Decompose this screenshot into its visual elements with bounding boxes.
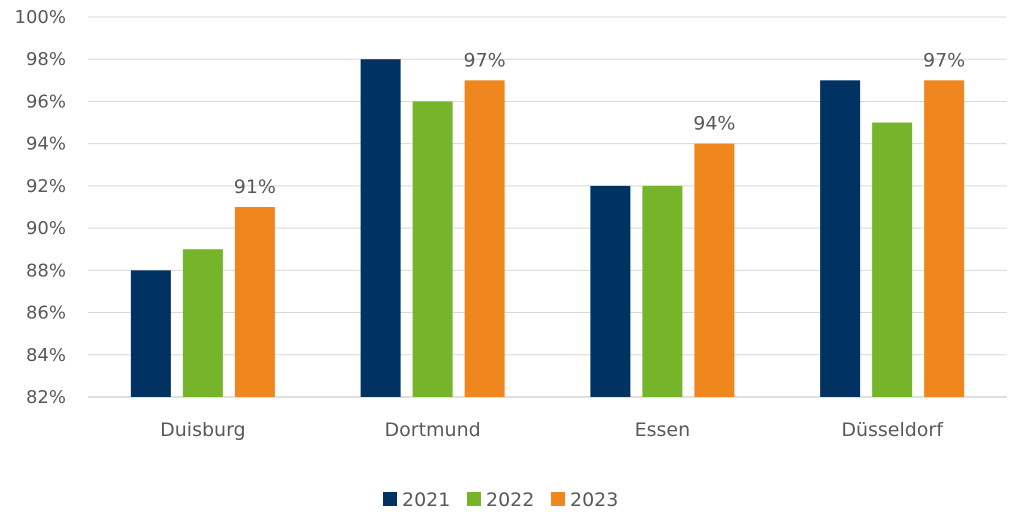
bar-2022-dortmund xyxy=(412,101,453,397)
y-tick-label: 88% xyxy=(26,260,66,281)
legend-swatch xyxy=(551,492,565,506)
y-tick-label: 84% xyxy=(26,345,66,366)
y-tick-label: 82% xyxy=(26,387,66,408)
data-label: 97% xyxy=(464,49,506,71)
y-tick-label: 98% xyxy=(26,49,66,70)
y-tick-label: 94% xyxy=(26,134,66,155)
gridlines xyxy=(88,16,1007,398)
x-category-label: Düsseldorf xyxy=(841,419,944,441)
legend-swatch xyxy=(383,492,397,506)
y-tick-label: 90% xyxy=(26,218,66,239)
y-tick-label: 100% xyxy=(15,7,66,28)
bar-2021-dortmund xyxy=(360,59,401,397)
data-label: 97% xyxy=(923,49,965,71)
bar-2022-duisburg xyxy=(182,249,223,397)
bars xyxy=(130,59,965,398)
bar-2023-essen xyxy=(694,143,735,397)
data-labels: 91% 97% 94% 97% xyxy=(234,49,965,198)
y-tick-label: 92% xyxy=(26,176,66,197)
x-category-label: Essen xyxy=(635,419,691,441)
legend-item-2023: 2023 xyxy=(551,489,618,511)
legend-swatch xyxy=(467,492,481,506)
legend-label: 2021 xyxy=(402,489,450,511)
bar-2021-duisburg xyxy=(130,270,171,397)
legend-item-2022: 2022 xyxy=(467,489,534,511)
y-tick-label: 96% xyxy=(26,91,66,112)
legend: 2021 2022 2023 xyxy=(383,489,618,511)
bar-2023-duisburg xyxy=(234,207,275,397)
bar-2023-dortmund xyxy=(464,80,505,397)
legend-label: 2023 xyxy=(570,489,618,511)
y-tick-label: 86% xyxy=(26,303,66,324)
bar-2022-essen xyxy=(642,185,683,397)
bar-2021-düsseldorf xyxy=(820,80,861,397)
bar-2021-essen xyxy=(590,185,631,397)
legend-item-2021: 2021 xyxy=(383,489,450,511)
legend-label: 2022 xyxy=(486,489,534,511)
y-axis-tick-labels: 82% 84% 86% 88% 90% 92% 94% 96% 98% 100% xyxy=(15,7,66,408)
data-label: 91% xyxy=(234,176,276,198)
x-category-label: Duisburg xyxy=(160,419,246,441)
x-axis-category-labels: Duisburg Dortmund Essen Düsseldorf xyxy=(160,419,944,441)
data-label: 94% xyxy=(693,113,735,135)
bar-2022-düsseldorf xyxy=(872,122,913,398)
x-category-label: Dortmund xyxy=(385,419,481,441)
bar-2023-düsseldorf xyxy=(924,80,965,397)
